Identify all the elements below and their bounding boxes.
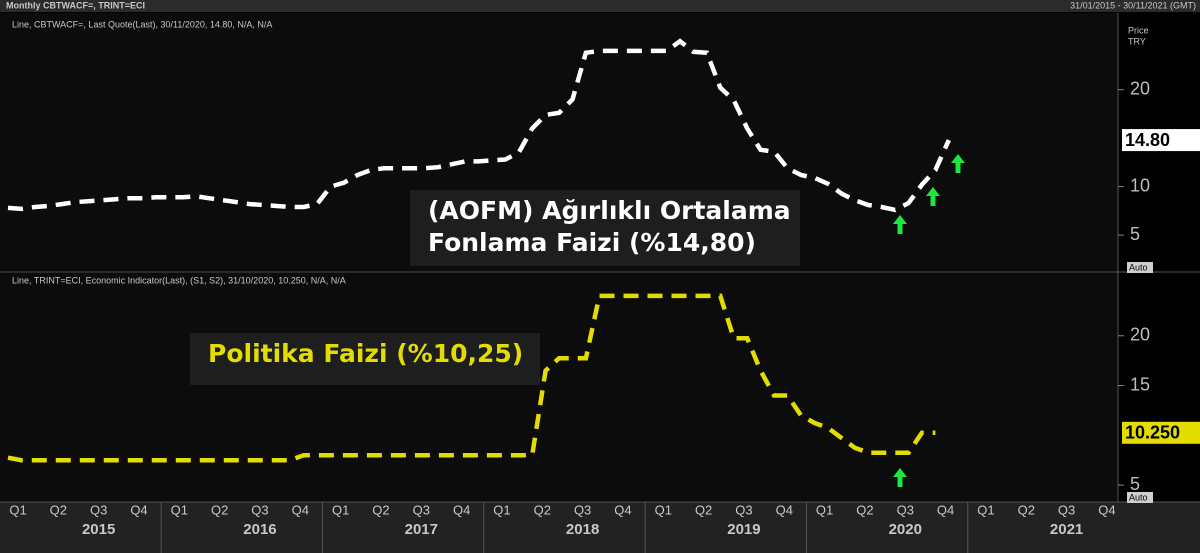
- x-tick-label: Q2: [211, 502, 228, 517]
- x-tick-label: Q2: [856, 502, 873, 517]
- scale-mode: Auto: [1129, 262, 1148, 272]
- last-value-box: [1122, 129, 1200, 152]
- x-year-label: 2018: [566, 521, 599, 538]
- x-tick-label: Q4: [1098, 502, 1115, 517]
- y-tick-label: 20: [1130, 78, 1150, 98]
- header-title: Monthly CBTWACF=, TRINT=ECI: [6, 0, 145, 10]
- x-tick-label: Q3: [251, 502, 268, 517]
- x-tick-label: Q2: [695, 502, 712, 517]
- x-tick-label: Q1: [655, 502, 672, 517]
- annotation-box: [410, 190, 800, 266]
- y-tick-label: 5: [1130, 224, 1140, 244]
- x-tick-label: Q2: [534, 502, 551, 517]
- x-tick-label: Q4: [776, 502, 793, 517]
- x-tick-label: Q4: [614, 502, 631, 517]
- x-tick-label: Q3: [90, 502, 107, 517]
- x-year-label: 2016: [243, 521, 276, 538]
- arrow-icon: [926, 187, 940, 206]
- y-axis-label: Price: [1128, 25, 1149, 35]
- x-tick-label: Q3: [413, 502, 430, 517]
- arrow-icon: [893, 468, 907, 487]
- x-tick-label: Q1: [171, 502, 188, 517]
- x-tick-label: Q3: [897, 502, 914, 517]
- x-tick-label: Q3: [1058, 502, 1075, 517]
- y-tick-label: 15: [1130, 374, 1150, 394]
- x-year-label: 2015: [82, 521, 115, 538]
- x-tick-label: Q1: [332, 502, 349, 517]
- y-axis-unit: TRY: [1128, 36, 1146, 46]
- x-tick-label: Q4: [937, 502, 954, 517]
- x-tick-label: Q2: [372, 502, 389, 517]
- x-tick-label: Q1: [977, 502, 994, 517]
- panel: [0, 273, 1118, 501]
- x-tick-label: Q3: [735, 502, 752, 517]
- annotation: Fonlama Faizi (%14,80): [428, 228, 756, 257]
- y-tick-label: 5: [1130, 474, 1140, 494]
- y-tick-label: 20: [1130, 325, 1150, 345]
- x-axis-band: [0, 502, 1200, 553]
- last-value-label: 10.250: [1125, 423, 1180, 443]
- chart-panel: Politika Faizi (%10,25) 5 15 20 Auto Line, TR…: [7, 275, 1200, 503]
- arrow-icon: [893, 215, 907, 234]
- data-line: [7, 293, 936, 463]
- x-tick-label: Q1: [816, 502, 833, 517]
- scale-mode-box: [1127, 262, 1153, 273]
- annotation-box: [190, 333, 540, 385]
- annotation: Politika Faizi (%10,25): [208, 339, 523, 368]
- data-line: [7, 38, 951, 213]
- x-year-label: 2017: [405, 521, 438, 538]
- legend-entry: Line, CBTWACF=, Last Quote(Last), 30/11/…: [12, 19, 272, 29]
- arrow-icon: [951, 154, 965, 173]
- x-tick-label: Q2: [50, 502, 67, 517]
- x-tick-label: Q4: [130, 502, 147, 517]
- x-year-label: 2020: [889, 521, 922, 538]
- x-year-label: 2021: [1050, 521, 1083, 538]
- header-bar: [0, 0, 1200, 12]
- scale-mode-box: [1127, 492, 1153, 503]
- scale-mode: Auto: [1129, 492, 1148, 502]
- annotation: (AOFM) Ağırlıklı Ortalama: [428, 196, 791, 225]
- arrows: [893, 154, 965, 487]
- x-tick-label: Q2: [1018, 502, 1035, 517]
- legend-entry: Line, TRINT=ECI, Economic Indicator(Last…: [12, 275, 346, 285]
- x-tick-label: Q4: [453, 502, 470, 517]
- last-value-box: [1122, 421, 1200, 444]
- last-value-label: 14.80: [1125, 130, 1170, 150]
- x-year-label: 2019: [727, 521, 760, 538]
- header-range: 31/01/2015 - 30/11/2021 (GMT): [1070, 0, 1196, 10]
- y-tick-label: 10: [1130, 175, 1150, 195]
- x-tick-label: Q3: [574, 502, 591, 517]
- x-tick-label: Q4: [292, 502, 309, 517]
- x-tick-label: Q1: [9, 502, 26, 517]
- chart-panel: (AOFM) Ağırlıklı Ortalama Fonlama Faizi (…: [7, 19, 1200, 273]
- x-tick-label: Q1: [493, 502, 510, 517]
